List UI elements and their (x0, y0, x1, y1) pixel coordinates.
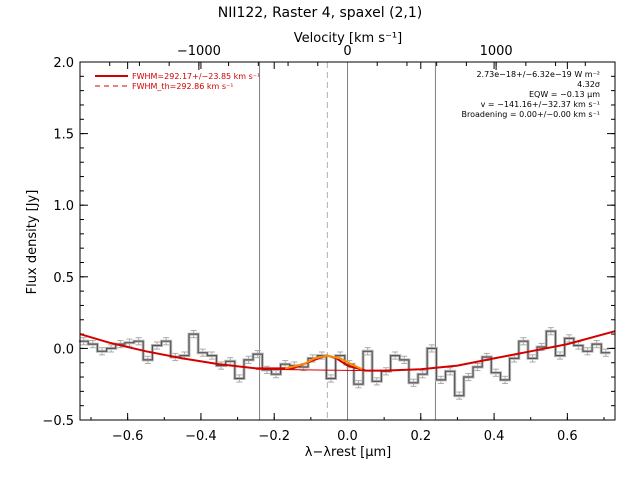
y-tick-label: 1.0 (53, 199, 74, 214)
fit-annotation: 2.73e−18+/−6.32e−19 W m⁻² (476, 70, 600, 79)
x-tick-label: 0.2 (410, 429, 431, 444)
y-tick-label: 2.0 (53, 56, 74, 71)
x-tick-label: −0.4 (185, 429, 217, 444)
chart-title: NII122, Raster 4, spaxel (2,1) (218, 5, 423, 21)
x-tick-label: 0.6 (557, 429, 578, 444)
legend-label: FWHM=292.17+/−23.85 km s⁻¹ (132, 72, 260, 81)
top-axis-label: Velocity [km s⁻¹] (294, 31, 402, 46)
fit-annotation: 4.32σ (577, 80, 600, 89)
y-tick-label: 1.5 (53, 128, 74, 143)
x-axis-label: λ−λrest [μm] (305, 445, 391, 460)
top-tick-label: 1000 (480, 44, 513, 59)
y-axis-label: Flux density [Jy] (25, 190, 40, 295)
plot-frame (79, 61, 616, 421)
plot-area (79, 61, 616, 421)
x-tick-label: −0.6 (112, 429, 144, 444)
top-tick-label: −1000 (177, 44, 221, 59)
continuum-baseline (255, 368, 366, 372)
x-tick-label: 0.0 (337, 429, 358, 444)
y-tick-label: 0.5 (53, 271, 74, 286)
x-tick-label: 0.4 (484, 429, 505, 444)
fit-annotation: Broadening = 0.00+/−0.00 km s⁻¹ (462, 110, 600, 119)
fit-annotation: EQW = −0.13 μm (529, 90, 600, 99)
x-tick-label: −0.2 (258, 429, 290, 444)
fit-annotation: v = −141.16+/−32.37 km s⁻¹ (481, 100, 600, 109)
legend-label: FWHM_th=292.86 km s⁻¹ (132, 82, 233, 91)
y-tick-label: −0.5 (42, 414, 74, 429)
y-tick-label: 0.0 (53, 342, 74, 357)
top-tick-label: 0 (343, 44, 351, 59)
line-fit-curve (284, 354, 363, 371)
